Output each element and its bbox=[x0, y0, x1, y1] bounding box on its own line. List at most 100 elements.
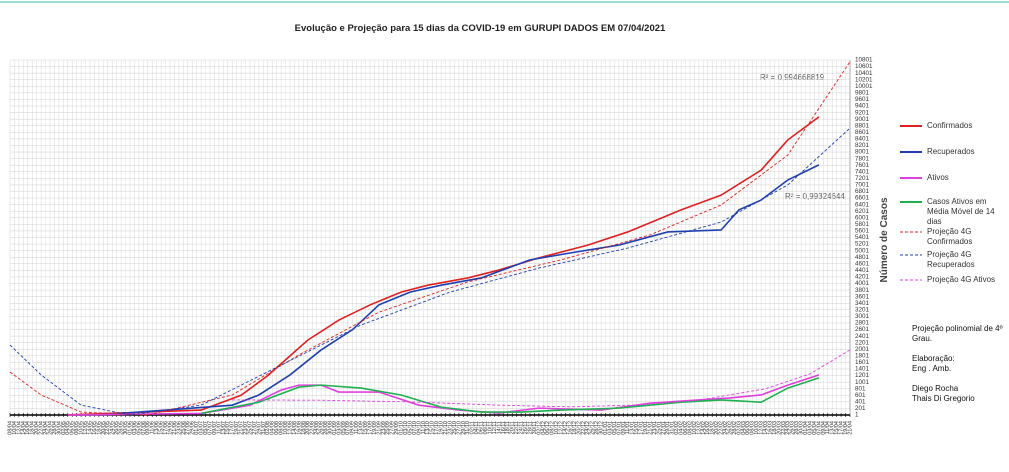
x-tick-label: 15/09 bbox=[363, 421, 369, 435]
x-tick-label: 18/03 bbox=[772, 421, 778, 435]
x-tick-label: 06/12 bbox=[545, 421, 551, 435]
y-tick-label: 2601 bbox=[855, 326, 870, 333]
x-tick-label: 25/01 bbox=[656, 421, 662, 435]
x-tick-label: 24/11 bbox=[519, 421, 525, 434]
annotation: R² = 0,99324644 bbox=[785, 192, 845, 201]
y-tick-label: 6001 bbox=[855, 214, 870, 221]
x-tick-label: 24/04 bbox=[43, 421, 49, 435]
x-tick-label: 24/03 bbox=[785, 421, 791, 435]
y-tick-label: 8601 bbox=[855, 129, 870, 136]
y-tick-label: 7201 bbox=[855, 175, 870, 182]
x-tick-label: 18/12 bbox=[572, 421, 578, 435]
x-tick-label: 07/01 bbox=[616, 421, 622, 435]
x-tick-label: 02/02 bbox=[674, 421, 680, 435]
y-tick-label: 4001 bbox=[855, 280, 870, 287]
x-tick-label: 31/01 bbox=[670, 421, 676, 435]
y-tick-label: 7001 bbox=[855, 182, 870, 189]
x-tick-label: 14/02 bbox=[701, 421, 707, 435]
x-tick-label: 10/03 bbox=[754, 421, 760, 435]
x-tick-label: 09/07 bbox=[212, 421, 218, 435]
x-tick-label: 04/05 bbox=[65, 421, 71, 435]
x-tick-label: 05/09 bbox=[341, 421, 347, 435]
x-tick-label: 08/04 bbox=[7, 421, 13, 435]
y-tick-label: 1601 bbox=[855, 359, 870, 366]
x-tick-label: 13/01 bbox=[630, 421, 636, 435]
x-tick-label: 18/02 bbox=[710, 421, 716, 435]
x-tick-label: 09/09 bbox=[350, 421, 356, 435]
x-tick-label: 23/09 bbox=[381, 421, 387, 435]
x-tick-label: 10/02 bbox=[692, 421, 698, 435]
x-tick-label: 08/03 bbox=[750, 421, 756, 435]
x-tick-label: 15/01 bbox=[634, 421, 640, 435]
x-tick-label: 26/11 bbox=[523, 421, 529, 434]
x-tick-label: 16/05 bbox=[92, 421, 98, 435]
y-tick-label: 8401 bbox=[855, 136, 870, 143]
x-tick-label: 12/05 bbox=[83, 421, 89, 435]
x-tick-label: 22/05 bbox=[105, 421, 111, 435]
x-tick-label: 28/02 bbox=[732, 421, 738, 435]
y-tick-label: 10801 bbox=[855, 57, 873, 64]
legend-label: Projeção 4G Ativos bbox=[927, 275, 996, 284]
x-tick-label: 05/04 bbox=[812, 421, 818, 435]
y-tick-label: 1801 bbox=[855, 353, 870, 360]
x-tick-label: 28/11 bbox=[527, 421, 533, 434]
x-tick-label: 29/06 bbox=[190, 421, 196, 435]
x-tick-label: 07/10 bbox=[412, 421, 418, 435]
x-tick-label: 26/03 bbox=[790, 421, 796, 435]
x-tick-label: 19/06 bbox=[167, 421, 173, 435]
x-tick-label: 26/05 bbox=[114, 421, 120, 435]
x-tick-label: 18/04 bbox=[30, 421, 36, 435]
x-tick-label: 03/07 bbox=[199, 421, 205, 435]
x-tick-label: 05/01 bbox=[612, 421, 618, 435]
y-tick-label: 5001 bbox=[855, 247, 870, 254]
x-tick-label: 11/07 bbox=[216, 421, 222, 434]
x-tick-label: 27/07 bbox=[252, 421, 258, 435]
x-tick-label: 08/12 bbox=[550, 421, 556, 435]
x-tick-label: 20/11 bbox=[510, 421, 516, 434]
x-tick-label: 26/08 bbox=[319, 421, 325, 435]
x-tick-label: 03/09 bbox=[336, 421, 342, 435]
x-tick-label: 22/11 bbox=[514, 421, 520, 434]
x-tick-label: 19/01 bbox=[643, 421, 649, 435]
x-tick-label: 08/11 bbox=[483, 421, 489, 434]
x-tick-label: 03/04 bbox=[807, 421, 813, 435]
x-tick-label: 05/06 bbox=[136, 421, 142, 435]
projection-line bbox=[9, 61, 851, 416]
y-tick-label: 801 bbox=[855, 385, 866, 392]
x-tick-label: 17/06 bbox=[163, 421, 169, 435]
x-tick-label: 16/11 bbox=[501, 421, 507, 434]
x-tick-label: 25/07 bbox=[247, 421, 253, 435]
y-tick-label: 5401 bbox=[855, 234, 870, 241]
x-tick-label: 11/04 bbox=[825, 421, 831, 434]
x-tick-label: 07/07 bbox=[207, 421, 213, 435]
x-tick-label: 22/08 bbox=[310, 421, 316, 435]
y-tick-label: 10001 bbox=[855, 83, 873, 90]
x-tick-label: 06/02 bbox=[683, 421, 689, 435]
projection-line bbox=[9, 127, 851, 416]
y-tick-label: 5601 bbox=[855, 228, 870, 235]
x-tick-label: 03/01 bbox=[607, 421, 613, 435]
note: Eng . Amb. bbox=[912, 364, 952, 373]
x-tick-label: 26/12 bbox=[590, 421, 596, 435]
x-tick-label: 30/12 bbox=[599, 421, 605, 435]
x-tick-label: 12/04 bbox=[16, 421, 22, 435]
x-tick-label: 27/01 bbox=[661, 421, 667, 435]
x-tick-label: 16/03 bbox=[767, 421, 773, 435]
x-tick-label: 10/12 bbox=[554, 421, 560, 435]
x-tick-label: 21/10 bbox=[443, 421, 449, 435]
notes: Projeção polinomial de 4º Grau. Elaboraç… bbox=[912, 324, 1004, 404]
y-tick-label: 6401 bbox=[855, 201, 870, 208]
x-tick-label: 02/05 bbox=[61, 421, 67, 435]
x-tick-label: 08/05 bbox=[74, 421, 80, 435]
x-tick-label: 23/07 bbox=[243, 421, 249, 435]
x-tick-label: 16/04 bbox=[25, 421, 31, 435]
x-tick-label: 29/09 bbox=[394, 421, 400, 435]
x-tick-label: 13/09 bbox=[359, 421, 365, 435]
y-tick-label: 401 bbox=[855, 399, 866, 406]
series-line bbox=[67, 116, 820, 416]
y-tick-label: 1001 bbox=[855, 379, 870, 386]
x-tick-label: 08/08 bbox=[279, 421, 285, 435]
y-tick-label: 5801 bbox=[855, 221, 870, 228]
x-tick-label: 25/09 bbox=[385, 421, 391, 435]
x-tick-label: 22/03 bbox=[781, 421, 787, 435]
